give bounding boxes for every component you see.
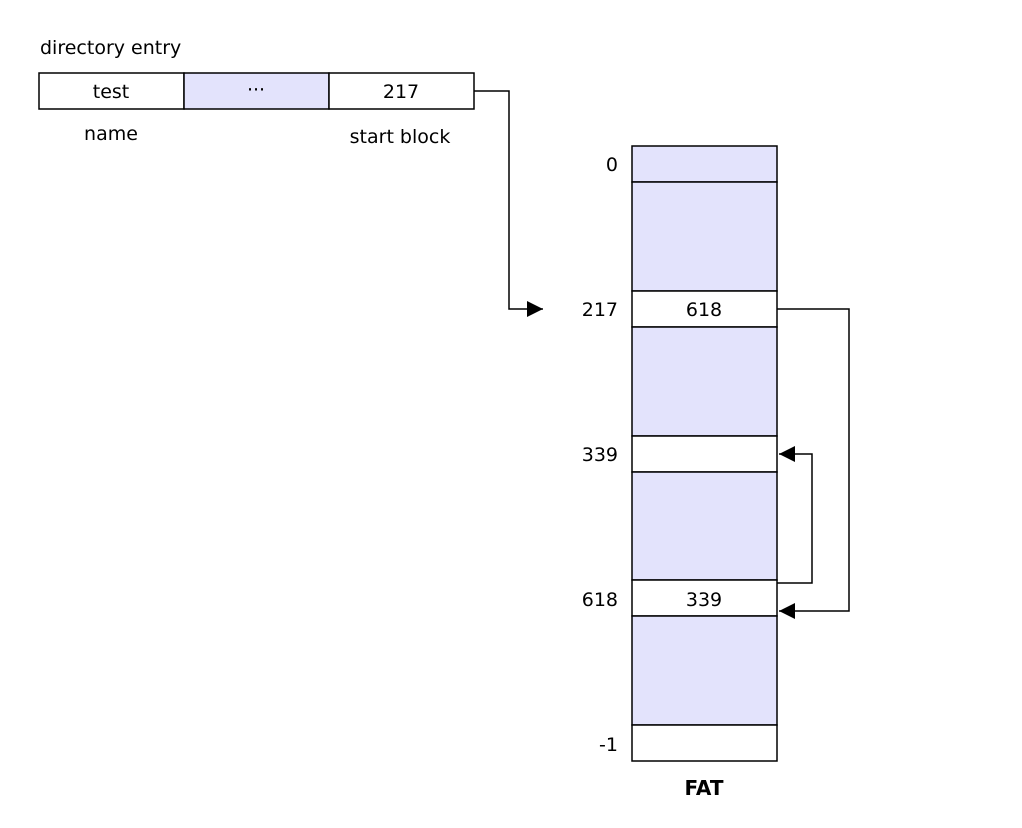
fat-row-339 — [631, 435, 778, 473]
fat-gap-1 — [631, 181, 778, 292]
arrow-618-to-339 — [777, 446, 813, 584]
fat-row-minus1 — [631, 724, 778, 762]
fat-title: FAT — [685, 776, 724, 800]
fat-index-0: 0 — [606, 154, 618, 176]
fat-index-217: 217 — [582, 299, 618, 321]
name-field-value: test — [93, 81, 130, 103]
fat-value-618: 339 — [686, 589, 722, 611]
fat-gap-4 — [631, 615, 778, 726]
fat-index-339: 339 — [582, 444, 618, 466]
fat-gap-3 — [631, 471, 778, 581]
name-field-cell — [38, 72, 185, 110]
start-block-field-cell — [328, 72, 475, 110]
ellipsis-field-cell — [183, 72, 330, 110]
arrow-start-block-to-217 — [474, 90, 543, 317]
fat-index-minus1: -1 — [599, 734, 618, 756]
fat-row-0 — [631, 145, 778, 183]
fat-gap-2 — [631, 326, 778, 437]
fat-value-217: 618 — [686, 299, 722, 321]
directory-entry-title: directory entry — [40, 37, 181, 59]
start-block-label: start block — [350, 126, 451, 148]
arrow-217-to-618 — [777, 308, 850, 619]
start-block-field-value: 217 — [383, 81, 419, 103]
ellipsis-field-value: ··· — [247, 79, 265, 101]
fat-index-618: 618 — [582, 589, 618, 611]
name-label: name — [84, 123, 138, 145]
